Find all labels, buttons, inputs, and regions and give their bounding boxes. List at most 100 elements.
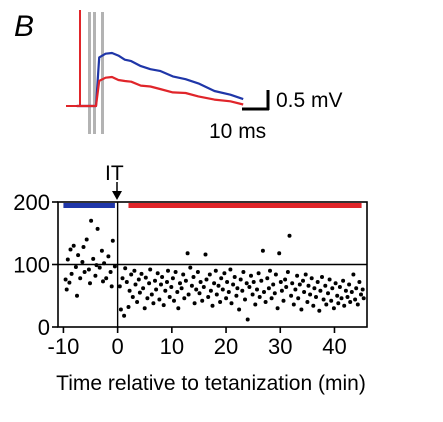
data-point (220, 287, 225, 292)
data-point (260, 248, 265, 253)
data-point (173, 270, 178, 274)
data-point (207, 272, 212, 277)
data-point (91, 256, 96, 261)
data-point (250, 292, 255, 297)
data-point (255, 287, 259, 292)
data-point (186, 292, 191, 297)
data-point (136, 277, 141, 282)
data-point (229, 301, 234, 306)
data-point (265, 276, 270, 281)
data-point (139, 271, 144, 276)
data-point (99, 248, 104, 253)
data-point (342, 303, 347, 308)
data-point (241, 270, 246, 274)
data-point (179, 286, 184, 291)
data-point (351, 272, 356, 277)
data-point (277, 251, 282, 256)
x-tick-label: 30 (268, 334, 292, 359)
y-tick-label: 0 (38, 315, 50, 340)
data-point (357, 280, 362, 284)
data-point (145, 296, 150, 301)
data-point (76, 253, 81, 258)
data-point (181, 272, 186, 277)
data-point (166, 268, 170, 273)
data-point (273, 272, 278, 277)
scale-bar-time-label: 10 ms (209, 120, 266, 143)
data-point (299, 307, 304, 312)
data-point (189, 283, 194, 288)
data-point (65, 257, 70, 262)
data-point (360, 287, 365, 292)
data-point (359, 292, 363, 297)
data-point (203, 252, 208, 257)
data-point (89, 218, 94, 223)
data-point (331, 306, 336, 311)
data-point (290, 281, 295, 286)
data-point (108, 270, 113, 274)
data-point (224, 296, 229, 301)
data-point (123, 266, 128, 271)
data-point (296, 296, 301, 301)
data-point (117, 284, 122, 289)
data-point (175, 290, 180, 294)
y-tick-label: 100 (13, 253, 50, 278)
trace-pre-tetanization (76, 51, 244, 108)
data-point (238, 277, 243, 282)
data-point (194, 287, 199, 292)
x-axis-ticks: -10 0 10 20 30 40 (48, 327, 347, 359)
data-point (93, 273, 98, 278)
data-point (149, 292, 154, 297)
data-point (354, 286, 359, 291)
x-tick-label: 0 (112, 334, 124, 359)
data-point (95, 226, 100, 231)
period-bars (63, 203, 362, 208)
data-point (339, 296, 344, 301)
data-point (345, 295, 350, 299)
data-point (311, 303, 316, 308)
data-point (165, 280, 169, 284)
data-points (63, 218, 366, 322)
tetanization-label: IT (105, 162, 124, 185)
data-point (326, 291, 330, 296)
data-point (73, 265, 78, 269)
data-point (159, 282, 163, 287)
post-tetanization-period-bar (128, 203, 362, 208)
data-point (263, 300, 268, 304)
data-point (78, 276, 83, 281)
data-point (120, 276, 125, 281)
data-point (306, 283, 311, 288)
data-point (226, 290, 231, 294)
data-point (106, 254, 111, 259)
data-point (308, 292, 313, 297)
data-point (287, 233, 292, 238)
data-point (271, 282, 276, 287)
y-axis-ticks: 0 100 200 (13, 190, 58, 340)
data-point (63, 277, 68, 282)
data-point (82, 270, 87, 274)
data-point (124, 280, 129, 284)
data-point (214, 292, 219, 297)
data-point (210, 303, 215, 308)
data-point (283, 277, 288, 282)
data-point (153, 278, 157, 283)
data-point (170, 276, 175, 281)
data-point (183, 278, 188, 283)
x-tick-label: 20 (214, 334, 238, 359)
data-point (167, 295, 172, 299)
data-point (68, 247, 73, 252)
data-point (122, 313, 127, 318)
data-point (327, 277, 332, 282)
data-point (101, 279, 105, 284)
data-point (251, 280, 256, 284)
stimulus-artifact-bar (88, 12, 91, 134)
data-point (197, 291, 202, 296)
data-point (336, 301, 341, 306)
data-point (225, 280, 230, 284)
data-point (213, 268, 218, 273)
panel-label: B (14, 10, 34, 43)
data-point (201, 285, 206, 289)
down-arrow-icon (112, 191, 122, 200)
data-point (259, 278, 264, 283)
data-point (348, 300, 353, 304)
